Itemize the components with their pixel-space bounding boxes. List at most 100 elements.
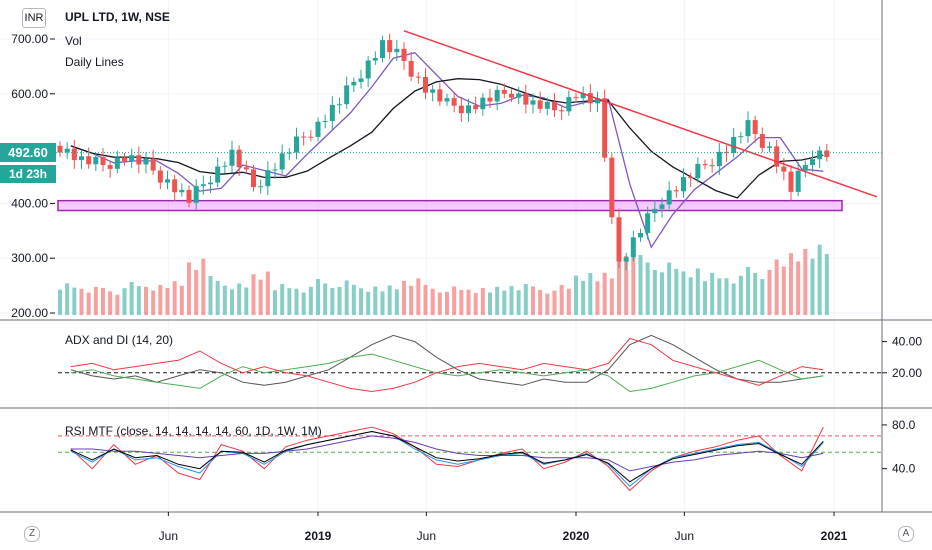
price-tick-label: 400.00 [11,196,48,210]
volume-bar [617,246,621,315]
candle-body [802,165,808,171]
volume-bar [767,269,772,315]
volume-bar [803,249,808,315]
volume-bar [323,283,328,315]
candle-body [516,93,522,98]
volume-bar [409,285,414,315]
volume-bar [796,261,801,315]
volume-bar [724,278,729,315]
volume-bar [638,255,643,315]
candle-body [258,186,264,188]
axis-tick-label: 40.0 [892,462,916,476]
candle-body [308,136,314,138]
volume-bar [538,290,543,315]
candle-body [208,182,213,185]
candle-body [681,177,686,192]
trend-line[interactable] [403,30,878,198]
volume-bar [430,288,435,315]
price-tick-label: 300.00 [11,251,48,265]
candle-body [709,165,715,167]
volume-bar [595,281,600,315]
volume-bar [136,286,141,315]
volume-bar [681,271,686,315]
volume-bar [810,258,815,315]
candle-body [415,76,421,78]
indicator-line [70,334,824,386]
adx-axis[interactable]: 40.00 20.00 [882,335,922,380]
candle-body [315,121,321,137]
volume-bar [509,286,514,315]
volume-bar [330,288,335,315]
candle-body [337,104,342,106]
candle-body [623,257,629,262]
candle-body [143,158,149,165]
candle-body [537,100,543,109]
price-tick-label: 200.00 [11,306,48,320]
candle-body [810,159,815,166]
volume-bar [738,275,743,315]
volume-bar [402,280,406,315]
price-axis[interactable]: 700.00 600.00 400.00 300.00 200.00 [11,32,55,320]
candle-body [458,105,464,114]
candle-body [724,151,729,153]
volume-bar [101,288,105,315]
volume-bar [774,259,779,315]
candle-body [430,89,436,93]
candle-body [179,189,185,193]
candle-body [64,148,70,153]
candle-body [509,93,514,98]
candle-body [659,204,665,209]
candle-body [702,163,708,166]
price-tick-label: 700.00 [11,32,48,46]
volume-bar [380,291,385,315]
candle-body [301,136,307,138]
symbol-title: UPL LTD, 1W, NSE [65,10,170,24]
candle-body [380,40,385,58]
candle-body [473,105,479,110]
auto-scale-toggle[interactable]: Z [24,526,40,542]
candle-body [774,146,780,167]
rsi-axis[interactable]: 80.0 40.0 [882,418,916,476]
candle-body [602,98,608,158]
candle-body [243,167,249,170]
indicator-line [70,435,824,472]
moving-averages [70,51,824,249]
volume-bar [79,288,84,315]
candle-body [322,121,328,123]
volume-bar [452,286,457,315]
volume-bar [645,262,650,315]
volume-bar [466,289,471,315]
candle-body [172,179,178,193]
candle-body [552,101,557,111]
volume-bar [230,289,234,315]
volume-bar [172,281,177,315]
volume-bar [423,285,428,315]
volume-bar [108,291,113,315]
volume-bar [781,266,786,315]
volume-bar [93,286,98,315]
volume-bar [602,272,607,315]
volume-bar [337,286,342,315]
candle-body [79,156,84,161]
last-price-tag: 492.60 [0,143,56,162]
axis-tick-label: 20.00 [892,366,922,380]
candle-body [372,57,378,61]
volume-bar [222,285,227,315]
candle-body [480,97,486,110]
candle-body [444,98,450,102]
support-zone[interactable] [57,199,843,212]
volume-bars [58,241,829,315]
candle-body [86,156,92,165]
candle-body [673,190,679,192]
volume-bar [265,271,270,315]
currency-button[interactable]: INR [22,8,46,28]
time-axis[interactable]: Jun2019Jun2020Jun2021Jun [159,512,932,543]
candle-body [215,166,221,183]
volume-bar [129,282,134,315]
volume-bar [280,284,285,315]
volume-bar [158,285,163,315]
candle-body [738,136,744,138]
auto-button[interactable]: A [898,526,914,542]
volume-bar [215,280,220,315]
